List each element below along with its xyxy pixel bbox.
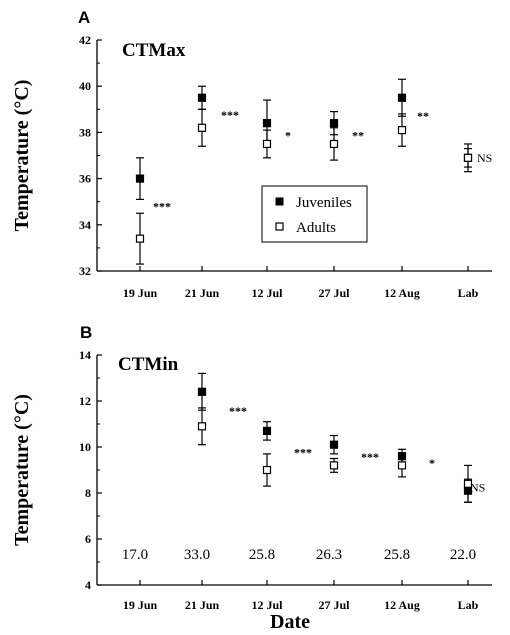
x-tick-label: 12 Jul bbox=[251, 286, 283, 300]
adult-point bbox=[262, 465, 272, 475]
juvenile-point bbox=[329, 119, 339, 128]
significance-label: *** bbox=[221, 108, 239, 122]
significance-label: *** bbox=[153, 199, 171, 213]
y-tick-label: 4 bbox=[85, 578, 91, 592]
y-tick-label: 10 bbox=[79, 440, 91, 454]
panel-b: 4 6 8 10 12 14 19 Jun 21 Jun 12 Jul 27 Jul 12 Aug L… bbox=[11, 323, 492, 633]
y-tick-label: 12 bbox=[79, 394, 91, 408]
significance-label: * bbox=[285, 129, 291, 143]
adult-point bbox=[397, 125, 407, 135]
significance-label: *** bbox=[361, 450, 379, 464]
x-tick-label: 19 Jun bbox=[123, 286, 158, 300]
bottom-value: 25.8 bbox=[384, 547, 410, 563]
y-tick-label: 8 bbox=[85, 486, 91, 500]
legend-adults-label: Adults bbox=[296, 220, 336, 236]
x-axis-label: Date bbox=[270, 611, 310, 633]
adult-point bbox=[135, 234, 145, 243]
y-tick-label: 32 bbox=[79, 264, 91, 278]
bottom-value: 33.0 bbox=[184, 547, 210, 563]
adult-point bbox=[329, 139, 339, 149]
adult-point bbox=[197, 123, 207, 132]
x-tick-label: 21 Jun bbox=[185, 598, 220, 612]
panel-title: CTMax bbox=[122, 40, 186, 61]
bottom-value: 22.0 bbox=[450, 547, 476, 563]
significance-label: *** bbox=[229, 404, 247, 418]
ns-label: NS bbox=[470, 480, 485, 494]
panel-title: CTMin bbox=[118, 354, 179, 375]
x-tick-label: 12 Aug bbox=[384, 286, 420, 300]
y-tick-label: 14 bbox=[79, 348, 91, 362]
y-tick-label: 40 bbox=[79, 79, 91, 93]
x-tick-label: Lab bbox=[458, 598, 479, 612]
adult-point bbox=[197, 422, 207, 431]
x-tick-label: 27 Jul bbox=[318, 286, 350, 300]
x-tick-label: 21 Jun bbox=[185, 286, 220, 300]
juvenile-point bbox=[135, 174, 145, 183]
juvenile-point bbox=[262, 426, 272, 435]
juvenile-point bbox=[397, 93, 407, 102]
significance-label: * bbox=[429, 456, 435, 470]
y-axis-label: Temperature (°C) bbox=[11, 394, 33, 546]
bottom-value: 26.3 bbox=[316, 547, 342, 563]
y-axis-label: Temperature (°C) bbox=[11, 80, 33, 232]
x-tick-label: 19 Jun bbox=[123, 598, 158, 612]
legend-juveniles-label: Juveniles bbox=[296, 195, 352, 211]
juvenile-point bbox=[329, 440, 339, 449]
legend-adults-marker bbox=[275, 222, 284, 231]
juvenile-point bbox=[197, 93, 207, 102]
panel-letter: A bbox=[78, 8, 90, 27]
x-tick-label: 12 Aug bbox=[384, 598, 420, 612]
adult-point bbox=[262, 139, 272, 149]
y-tick-label: 34 bbox=[79, 218, 91, 232]
juvenile-point bbox=[262, 119, 272, 128]
panel-letter: B bbox=[80, 323, 92, 342]
legend: Juveniles Adults bbox=[261, 185, 368, 243]
y-tick-label: 6 bbox=[85, 532, 91, 546]
adult-point bbox=[463, 479, 473, 488]
x-tick-label: 27 Jul bbox=[318, 598, 350, 612]
juvenile-point bbox=[197, 387, 207, 396]
bottom-value: 25.8 bbox=[249, 547, 275, 563]
x-tick-label: 12 Jul bbox=[251, 598, 283, 612]
significance-label: ** bbox=[417, 109, 429, 123]
legend-box bbox=[261, 185, 368, 243]
adult-point bbox=[329, 461, 339, 470]
ns-label: NS bbox=[477, 151, 492, 165]
y-tick-label: 38 bbox=[79, 125, 91, 139]
y-tick-label: 36 bbox=[79, 172, 91, 186]
significance-label: ** bbox=[352, 129, 364, 143]
significance-label: *** bbox=[294, 445, 312, 459]
bottom-value: 17.0 bbox=[122, 547, 148, 563]
x-tick-label: Lab bbox=[458, 286, 479, 300]
y-tick-label: 42 bbox=[79, 33, 91, 47]
legend-juveniles-marker bbox=[275, 197, 284, 206]
adult-point bbox=[397, 461, 407, 470]
adult-point bbox=[463, 153, 473, 162]
panel-a: 32 34 36 38 40 42 19 Jun 21 Jun 12 Jul 27 Jul 12 A… bbox=[11, 8, 492, 300]
